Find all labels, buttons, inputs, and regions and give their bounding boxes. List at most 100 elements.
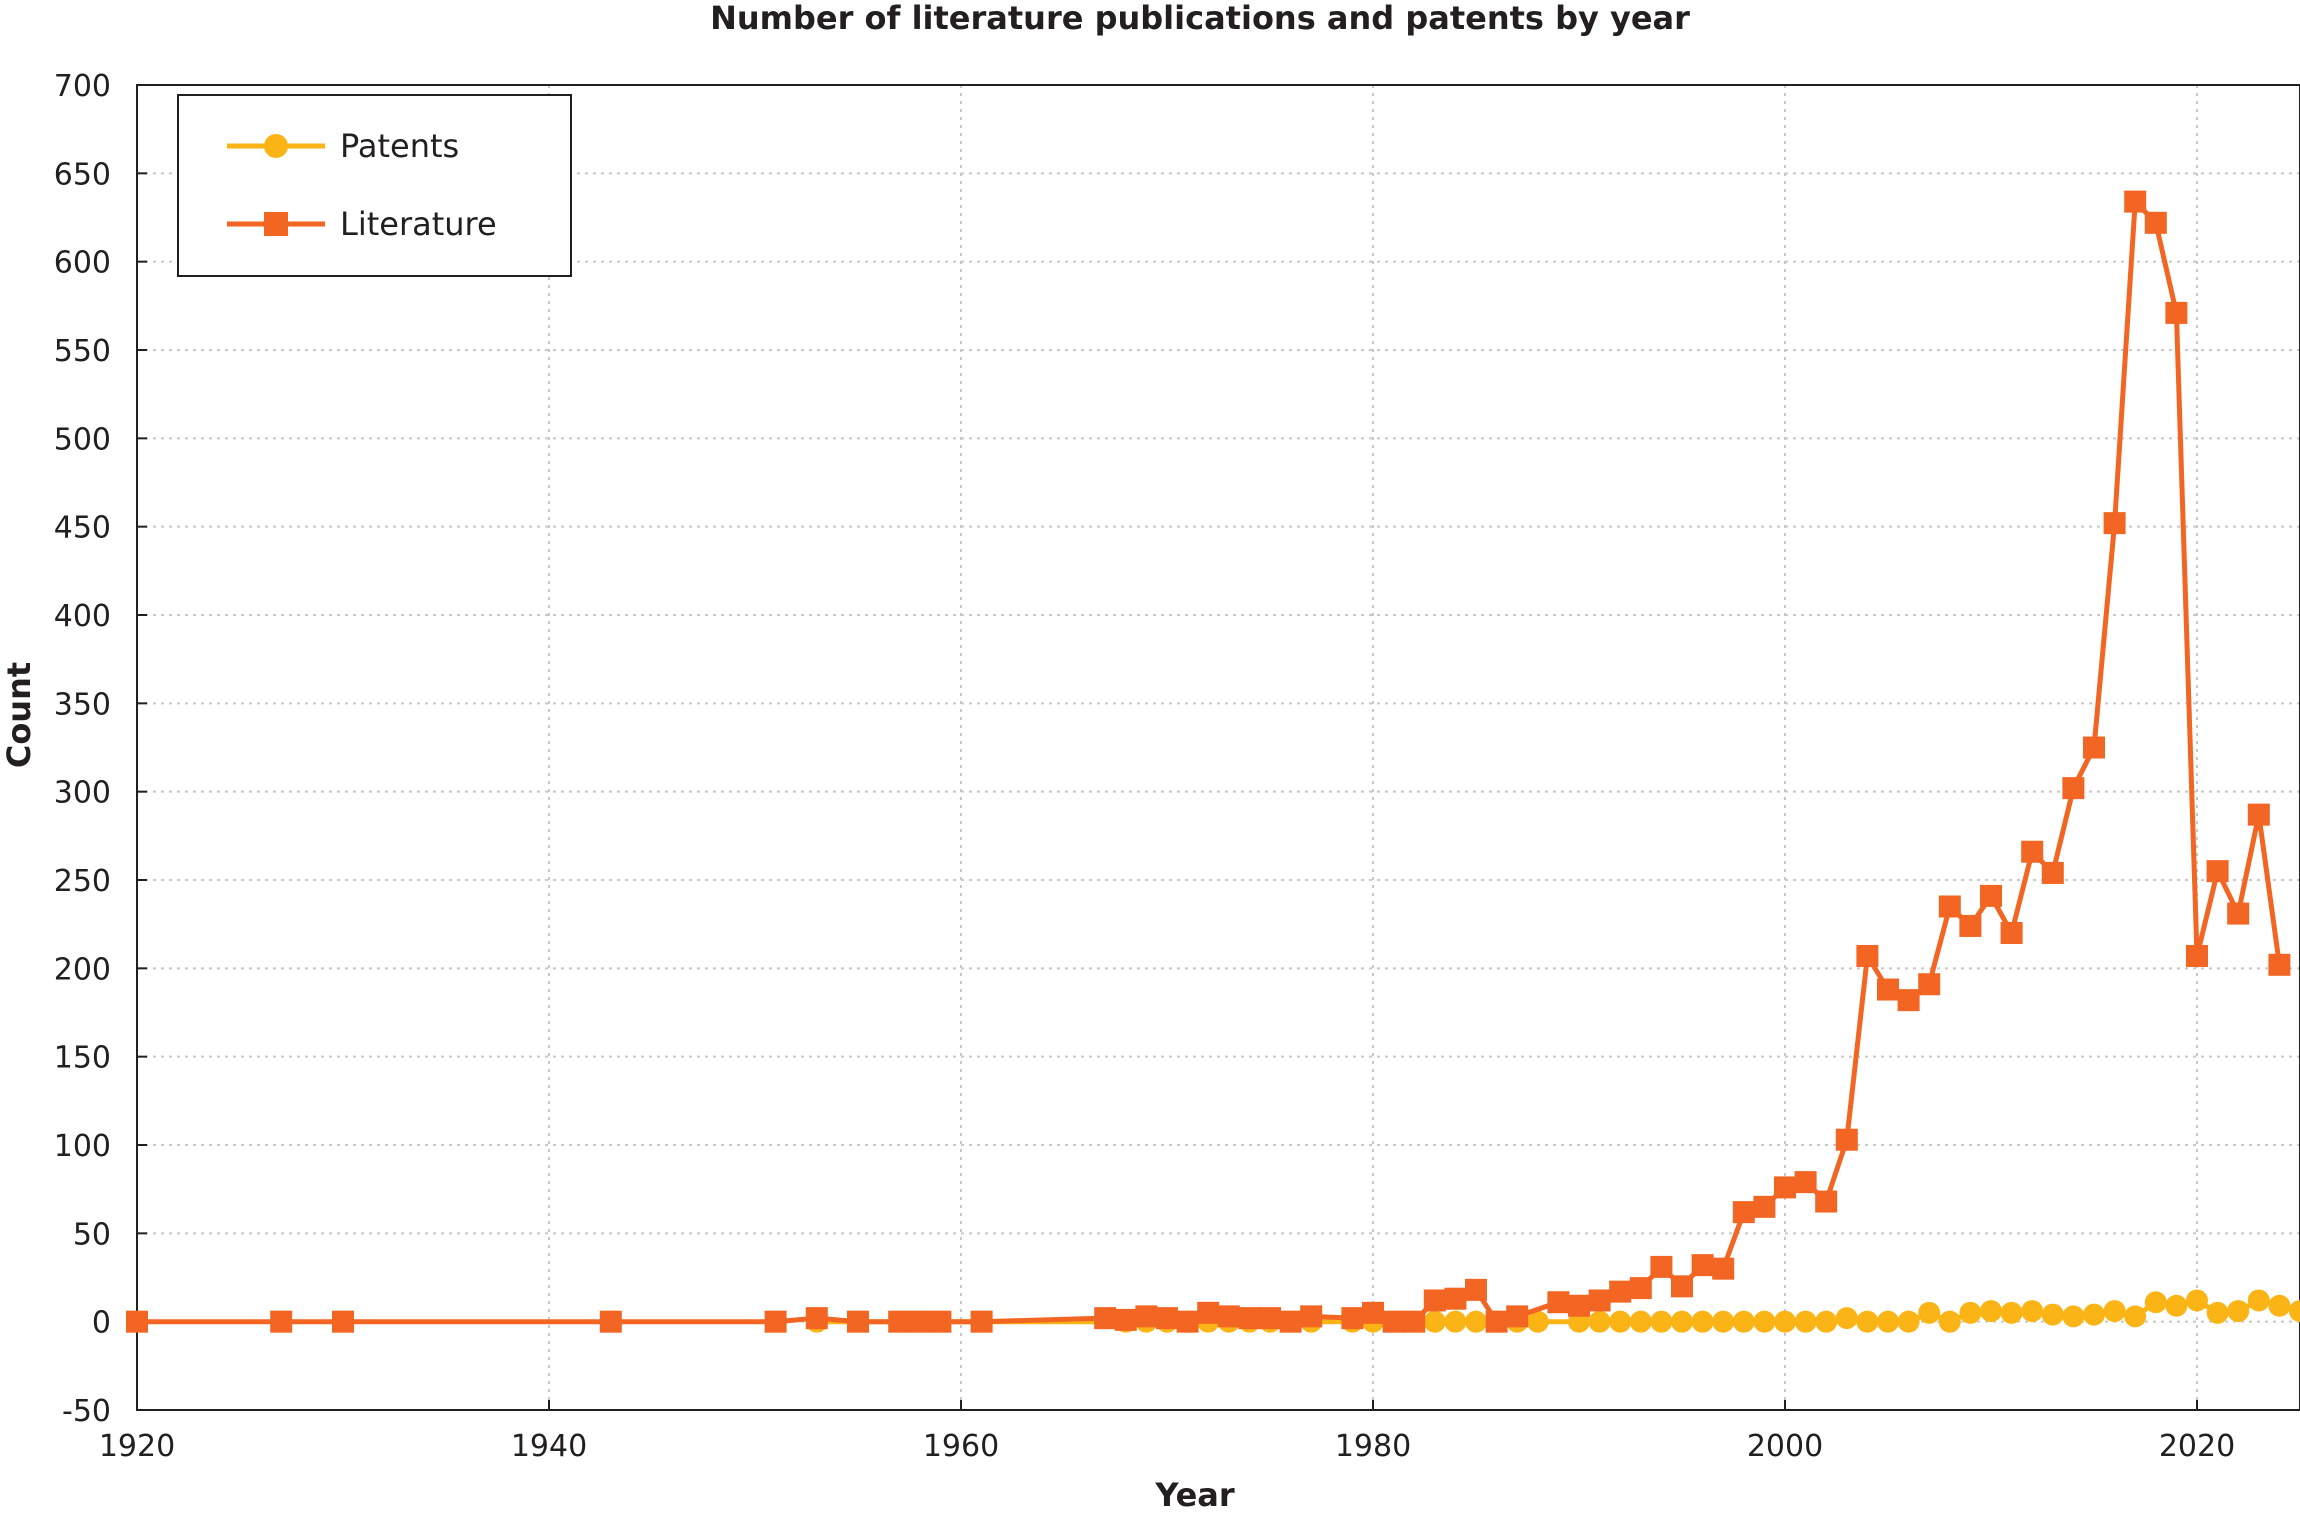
x-axis-title: Year <box>1154 1476 1235 1514</box>
literature-point <box>970 1310 993 1333</box>
literature-point <box>1547 1291 1570 1314</box>
patents-point <box>1856 1310 1879 1333</box>
literature-point <box>1444 1287 1467 1310</box>
patents-point <box>1650 1310 1673 1333</box>
literature-point <box>1362 1301 1384 1324</box>
patents-point <box>2206 1301 2229 1324</box>
patents-point <box>2165 1294 2188 1317</box>
literature-point <box>2083 736 2105 759</box>
patents-point <box>2000 1301 2023 1324</box>
patents-point <box>2103 1300 2126 1323</box>
literature-legend-label: Literature <box>340 205 497 243</box>
literature-point <box>1835 1128 1858 1151</box>
literature-point <box>1094 1307 1117 1330</box>
y-tick-label: 50 <box>73 1217 111 1252</box>
literature-point <box>2000 922 2023 944</box>
patents-point <box>1423 1310 1446 1333</box>
y-tick-label: 500 <box>54 422 111 457</box>
x-tick-label: 1960 <box>923 1429 999 1464</box>
y-axis-title: Count <box>0 662 38 768</box>
literature-point <box>2186 944 2208 967</box>
literature-point <box>1506 1305 1529 1328</box>
patents-point <box>1712 1310 1735 1333</box>
literature-point <box>2247 803 2270 826</box>
patents-point <box>1794 1310 1817 1333</box>
y-tick-label: 450 <box>54 511 111 546</box>
x-tick-label: 1980 <box>1335 1429 1411 1464</box>
literature-point <box>332 1310 354 1333</box>
literature-point <box>1259 1307 1281 1330</box>
plot-area-frame <box>136 84 2300 1411</box>
literature-point <box>929 1310 952 1333</box>
patents-point <box>2124 1305 2147 1328</box>
literature-point <box>1197 1301 1220 1324</box>
literature-point <box>764 1310 787 1333</box>
patents-legend-label: Patents <box>340 127 459 165</box>
literature-point <box>1794 1171 1817 1194</box>
patents-point <box>1671 1310 1693 1333</box>
literature-point <box>1279 1310 1302 1333</box>
patents-point <box>2083 1303 2105 1326</box>
literature-point <box>1856 944 1879 967</box>
x-tick-label: 2020 <box>2159 1429 2235 1464</box>
literature-point <box>908 1310 931 1333</box>
y-tick-label: 350 <box>54 687 111 722</box>
literature-point <box>1156 1307 1178 1330</box>
literature-point <box>1423 1289 1446 1312</box>
literature-point <box>1465 1278 1487 1301</box>
y-tick-label: 400 <box>54 599 111 634</box>
chart-title: Number of literature publications and pa… <box>710 0 1690 37</box>
patents-point <box>1629 1310 1652 1333</box>
y-tick-label: 200 <box>54 952 111 987</box>
y-tick-label: 550 <box>54 334 111 369</box>
literature-point <box>2227 902 2250 925</box>
literature-point <box>2268 953 2291 976</box>
patents-point <box>1815 1310 1838 1333</box>
literature-point <box>2041 861 2064 884</box>
literature-point <box>1629 1277 1652 1300</box>
patents-legend-marker <box>264 134 288 158</box>
literature-point <box>2165 301 2188 324</box>
x-tick-label: 2000 <box>1747 1429 1823 1464</box>
patents-point <box>1526 1310 1549 1333</box>
literature-point <box>1485 1310 1508 1333</box>
literature-point <box>888 1310 911 1333</box>
series-layer <box>126 190 2300 1333</box>
literature-point <box>1217 1305 1240 1328</box>
literature-point <box>1815 1190 1838 1213</box>
y-tick-label: 650 <box>54 157 111 192</box>
patents-point <box>1897 1310 1920 1333</box>
literature-point <box>1300 1305 1323 1328</box>
patents-point <box>2144 1291 2167 1314</box>
patents-point <box>1753 1310 1776 1333</box>
literature-point <box>2206 860 2229 883</box>
literature-point <box>1341 1307 1364 1330</box>
literature-point <box>1877 978 1899 1001</box>
literature-point <box>126 1310 148 1333</box>
y-tick-label: 150 <box>54 1041 111 1076</box>
patents-point <box>2021 1300 2044 1323</box>
y-tick-label: 250 <box>54 864 111 899</box>
y-axis: 7006506005505004504003503002502001501005… <box>54 69 147 1429</box>
x-tick-label: 1920 <box>99 1429 175 1464</box>
literature-point <box>1650 1255 1673 1278</box>
literature-point <box>847 1310 869 1333</box>
literature-point <box>805 1307 828 1330</box>
literature-point <box>2124 190 2147 213</box>
patents-point <box>1588 1310 1611 1333</box>
patents-point <box>1835 1307 1858 1330</box>
patents-point <box>2186 1289 2208 1312</box>
literature-legend-marker <box>264 212 288 236</box>
patents-point <box>2227 1300 2250 1323</box>
literature-point <box>1897 989 1920 1012</box>
legend: Patents Literature <box>177 94 572 277</box>
patents-point <box>1980 1300 2002 1323</box>
x-tick-label: 1940 <box>511 1429 587 1464</box>
literature-point <box>1938 895 1961 918</box>
literature-point <box>1176 1310 1199 1333</box>
literature-point <box>1568 1294 1590 1317</box>
literature-point <box>1382 1310 1405 1333</box>
patents-point <box>1465 1310 1487 1333</box>
literature-point <box>1753 1195 1776 1218</box>
